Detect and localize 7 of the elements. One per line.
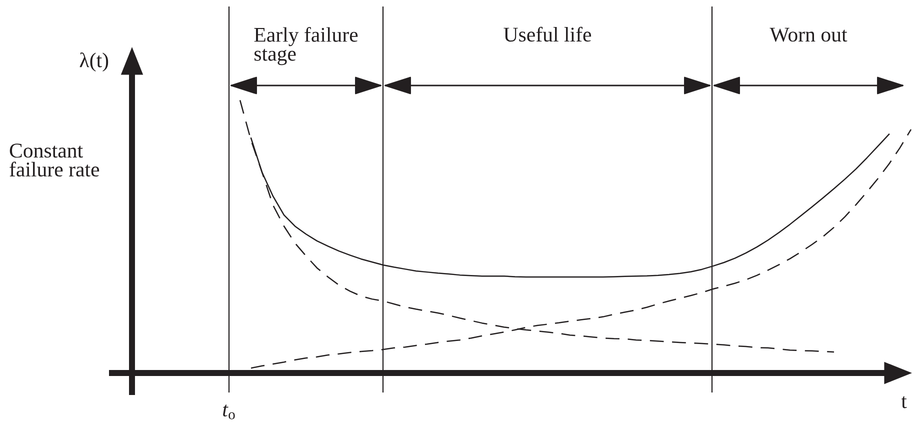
text: Worn out <box>770 28 848 42</box>
text: λ(t) <box>80 52 108 72</box>
text: Useful life <box>504 26 592 42</box>
text: Early failure stage <box>254 27 358 66</box>
text: t$_{o}$ <box>223 404 235 420</box>
x-axis-title: t <box>901 396 907 408</box>
text: Constant failure rate <box>10 144 100 177</box>
